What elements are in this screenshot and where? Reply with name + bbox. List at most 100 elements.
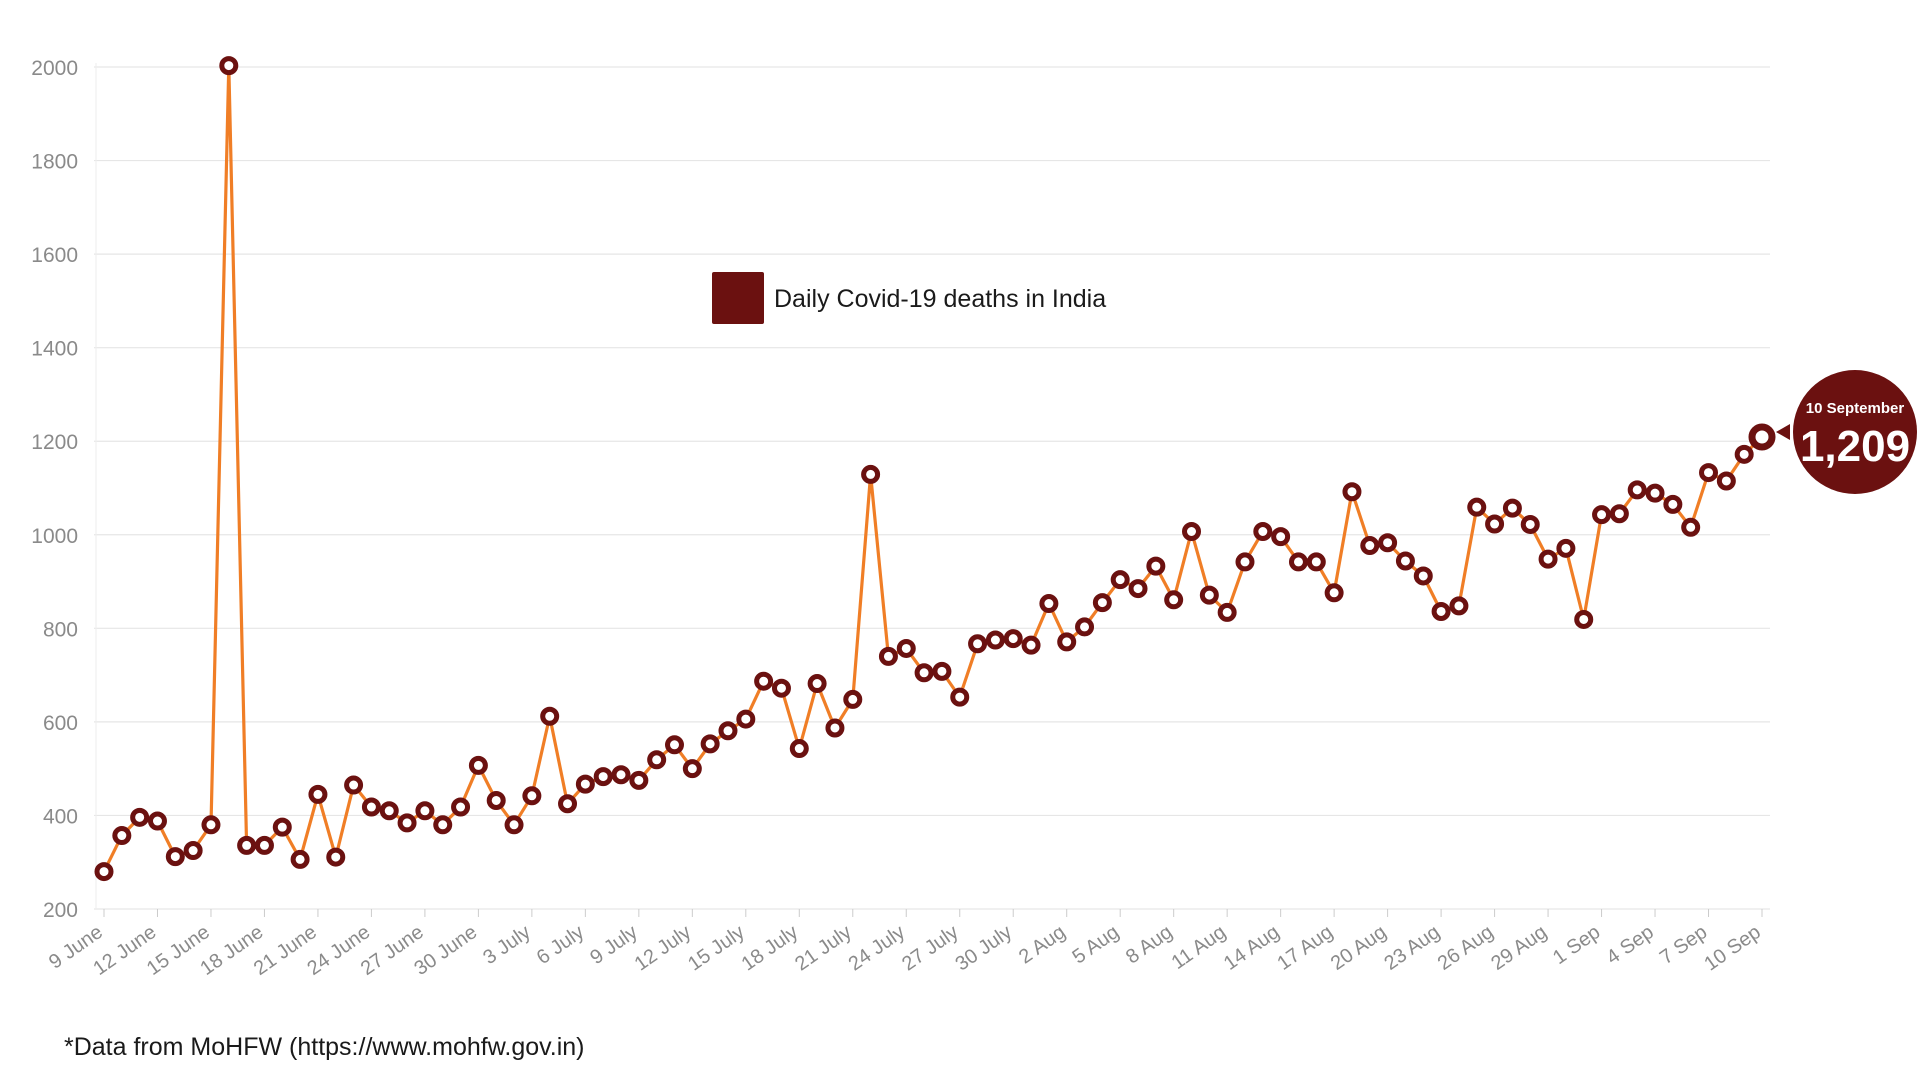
- y-tick-label-200: 200: [43, 899, 78, 922]
- data-point: [789, 739, 809, 759]
- data-point: [896, 638, 916, 658]
- data-point: [1627, 480, 1647, 500]
- data-point: [1609, 504, 1629, 524]
- x-tick-label: 11 Aug: [1168, 921, 1230, 974]
- data-point: [1734, 444, 1754, 464]
- x-tick-label: 6 July: [533, 921, 588, 969]
- data-point: [1253, 522, 1273, 542]
- data-point: [94, 862, 114, 882]
- data-point: [1075, 617, 1095, 637]
- data-point: [1164, 590, 1184, 610]
- data-point: [1716, 471, 1736, 491]
- data-point: [1681, 517, 1701, 537]
- data-point: [290, 849, 310, 869]
- data-point: [397, 813, 417, 833]
- data-point: [1574, 609, 1594, 629]
- data-point: [1645, 483, 1665, 503]
- data-point: [1538, 549, 1558, 569]
- data-point: [968, 634, 988, 654]
- x-tick-label: 10 Sep: [1700, 921, 1765, 975]
- x-tick-label: 14 Aug: [1220, 921, 1284, 975]
- x-tick-label: 26 Aug: [1434, 921, 1498, 975]
- data-point: [611, 765, 631, 785]
- data-point: [1092, 593, 1112, 613]
- data-point: [219, 56, 239, 76]
- data-point: [451, 797, 471, 817]
- data-point: [718, 721, 738, 741]
- data-point: [682, 759, 702, 779]
- data-point: [522, 786, 542, 806]
- y-tick-label-600: 600: [43, 712, 78, 735]
- data-point: [1485, 514, 1505, 534]
- x-tick-label: 4 Sep: [1602, 921, 1657, 969]
- data-point: [1556, 538, 1576, 558]
- callout-date: 10 September: [1806, 400, 1905, 417]
- data-point: [1592, 505, 1612, 525]
- y-axis-ticks: 200 400 600 800 1000 1200 1400 1600 1800 2000: [31, 57, 78, 922]
- y-tick-label-2000: 2000: [31, 57, 78, 80]
- data-point: [130, 807, 150, 827]
- data-point: [754, 671, 774, 691]
- data-point: [1378, 533, 1398, 553]
- x-tick-label: 8 Aug: [1122, 921, 1177, 968]
- data-point: [1699, 463, 1719, 483]
- footnote: *Data from MoHFW (https://www.mohfw.gov.…: [64, 1033, 585, 1061]
- data-point: [147, 811, 167, 831]
- data-point: [112, 826, 132, 846]
- x-tick-label: 18 July: [738, 921, 803, 975]
- data-point: [700, 734, 720, 754]
- data-point: [468, 755, 488, 775]
- data-point: [629, 770, 649, 790]
- x-tick-label: 29 Aug: [1487, 921, 1551, 975]
- data-point: [1342, 482, 1362, 502]
- legend: Daily Covid-19 deaths in India: [712, 272, 1106, 324]
- data-point: [825, 718, 845, 738]
- data-point: [1288, 552, 1308, 572]
- last-value-callout: 10 September 1,209: [1776, 370, 1917, 494]
- data-point: [344, 775, 364, 795]
- y-tick-label-400: 400: [43, 805, 78, 828]
- x-tick-label: 12 July: [631, 921, 696, 975]
- data-point: [1039, 594, 1059, 614]
- data-point: [1003, 629, 1023, 649]
- data-point: [1235, 552, 1255, 572]
- x-tick-label: 15 July: [684, 921, 749, 975]
- data-point: [361, 797, 381, 817]
- callout-pointer: [1776, 424, 1790, 440]
- data-point: [201, 815, 221, 835]
- data-point: [272, 817, 292, 837]
- data-point: [1271, 527, 1291, 547]
- x-tick-label: 30 July: [952, 921, 1017, 975]
- x-tick-label: 2 Aug: [1015, 921, 1070, 968]
- data-point: [1502, 498, 1522, 518]
- legend-swatch: [712, 272, 764, 324]
- data-point: [950, 687, 970, 707]
- data-point: [1748, 423, 1776, 451]
- data-point: [165, 847, 185, 867]
- data-point: [254, 835, 274, 855]
- x-tick-label: 17 Aug: [1273, 921, 1337, 975]
- data-point: [558, 794, 578, 814]
- data-point: [861, 464, 881, 484]
- data-point: [308, 784, 328, 804]
- data-point: [1324, 583, 1344, 603]
- y-tick-label-1200: 1200: [31, 431, 78, 454]
- data-point: [1146, 556, 1166, 576]
- data-point: [914, 663, 934, 683]
- data-point: [415, 801, 435, 821]
- data-point: [1431, 601, 1451, 621]
- data-point: [1360, 536, 1380, 556]
- y-tick-label-1000: 1000: [31, 525, 78, 548]
- data-point: [183, 841, 203, 861]
- data-point: [1306, 552, 1326, 572]
- x-tick-label: 24 July: [845, 921, 910, 975]
- data-point: [843, 689, 863, 709]
- data-point: [647, 750, 667, 770]
- data-point: [575, 774, 595, 794]
- data-point: [1057, 632, 1077, 652]
- data-point: [1395, 551, 1415, 571]
- data-point: [326, 847, 346, 867]
- callout-value: 1,209: [1800, 422, 1910, 471]
- data-point: [1199, 585, 1219, 605]
